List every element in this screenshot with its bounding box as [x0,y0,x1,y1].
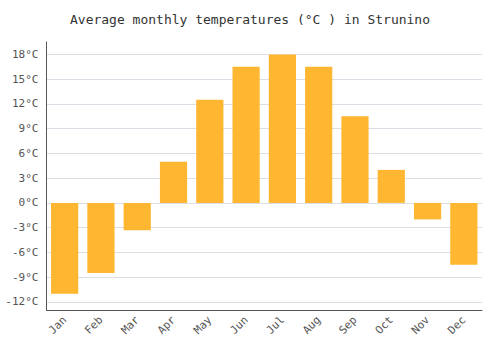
svg-text:Mar: Mar [119,313,142,336]
svg-text:Jul: Jul [264,314,287,337]
svg-text:Nov: Nov [409,313,432,336]
svg-text:6°C: 6°C [19,147,39,160]
svg-text:12°C: 12°C [12,97,39,110]
svg-text:Dec: Dec [445,314,468,337]
svg-text:-9°C: -9°C [12,271,39,284]
svg-text:-12°C: -12°C [5,295,38,308]
svg-text:May: May [191,313,214,336]
svg-text:-3°C: -3°C [12,221,39,234]
svg-text:15°C: 15°C [12,73,39,86]
svg-text:Apr: Apr [155,313,178,336]
svg-text:18°C: 18°C [12,48,39,61]
svg-text:Jun: Jun [227,314,250,337]
svg-text:Jan: Jan [46,314,69,337]
svg-text:Aug: Aug [300,314,323,337]
svg-text:9°C: 9°C [19,122,39,135]
svg-text:Feb: Feb [82,314,105,337]
svg-text:0°C: 0°C [19,196,39,209]
svg-text:Average monthly temperatures (: Average monthly temperatures (°C ) in St… [70,12,430,27]
svg-text:Sep: Sep [336,314,359,337]
svg-text:3°C: 3°C [19,172,39,185]
svg-text:-6°C: -6°C [12,246,39,259]
svg-text:Oct: Oct [373,314,396,337]
